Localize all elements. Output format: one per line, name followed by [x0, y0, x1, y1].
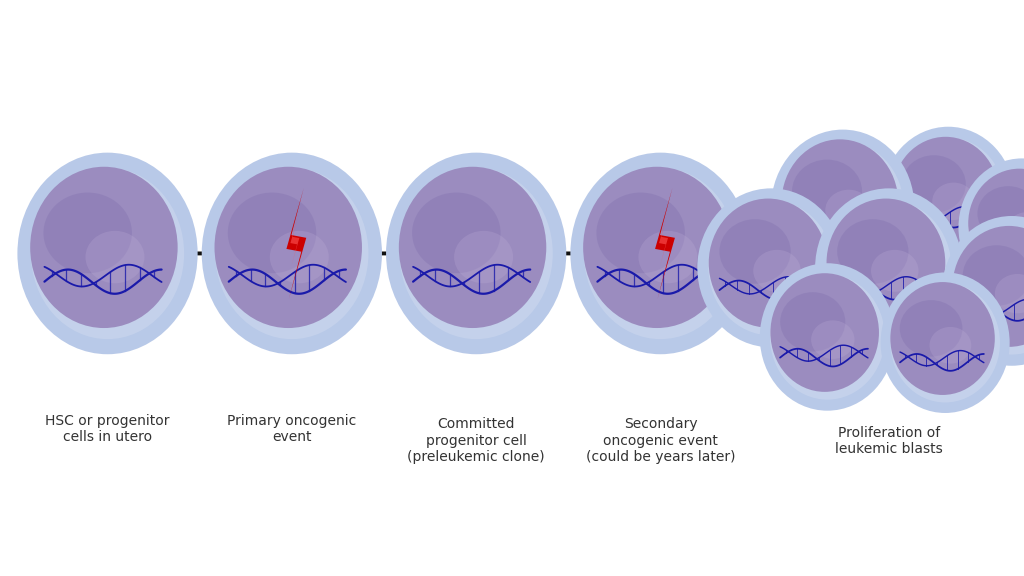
- Ellipse shape: [399, 168, 553, 339]
- Ellipse shape: [780, 292, 846, 351]
- Text: Committed
progenitor cell
(preleukemic clone): Committed progenitor cell (preleukemic c…: [408, 418, 545, 464]
- Ellipse shape: [902, 155, 966, 213]
- Ellipse shape: [968, 169, 1024, 286]
- Ellipse shape: [17, 153, 198, 354]
- Ellipse shape: [583, 167, 730, 328]
- Ellipse shape: [43, 192, 132, 273]
- Ellipse shape: [838, 219, 908, 284]
- Ellipse shape: [214, 167, 361, 328]
- Text: HSC or progenitor
cells in utero: HSC or progenitor cells in utero: [45, 414, 170, 444]
- Ellipse shape: [942, 216, 1024, 366]
- Ellipse shape: [1007, 212, 1024, 248]
- Ellipse shape: [771, 130, 914, 285]
- Ellipse shape: [952, 227, 1024, 354]
- Ellipse shape: [969, 169, 1024, 278]
- Ellipse shape: [215, 168, 369, 339]
- Text: Primary oncogenic
event: Primary oncogenic event: [227, 414, 356, 444]
- Ellipse shape: [892, 137, 998, 252]
- Ellipse shape: [890, 282, 994, 395]
- Ellipse shape: [412, 192, 501, 273]
- Ellipse shape: [454, 231, 513, 283]
- Ellipse shape: [963, 245, 1024, 306]
- Ellipse shape: [596, 192, 685, 273]
- Ellipse shape: [85, 231, 144, 283]
- Ellipse shape: [882, 127, 1015, 271]
- Ellipse shape: [978, 186, 1024, 241]
- Ellipse shape: [995, 274, 1024, 313]
- Ellipse shape: [932, 183, 975, 220]
- Ellipse shape: [826, 199, 945, 328]
- Text: Proliferation of
leukemic blasts: Proliferation of leukemic blasts: [835, 426, 943, 456]
- Ellipse shape: [697, 188, 845, 347]
- Ellipse shape: [825, 190, 872, 231]
- Ellipse shape: [754, 250, 801, 292]
- Polygon shape: [655, 188, 675, 299]
- Ellipse shape: [770, 274, 885, 400]
- Ellipse shape: [202, 153, 382, 354]
- Ellipse shape: [952, 226, 1024, 347]
- Ellipse shape: [386, 153, 566, 354]
- Ellipse shape: [871, 250, 919, 292]
- Ellipse shape: [31, 168, 184, 339]
- Polygon shape: [287, 188, 306, 299]
- Ellipse shape: [826, 200, 951, 335]
- Ellipse shape: [30, 167, 177, 328]
- Ellipse shape: [720, 219, 791, 284]
- Ellipse shape: [881, 272, 1010, 413]
- Ellipse shape: [958, 158, 1024, 297]
- Ellipse shape: [570, 153, 751, 354]
- Ellipse shape: [760, 263, 895, 411]
- Ellipse shape: [709, 200, 834, 335]
- Ellipse shape: [398, 167, 546, 328]
- Polygon shape: [291, 215, 299, 266]
- Ellipse shape: [770, 273, 879, 392]
- Ellipse shape: [900, 300, 963, 357]
- Ellipse shape: [815, 188, 963, 347]
- Ellipse shape: [638, 231, 697, 283]
- Ellipse shape: [227, 192, 316, 273]
- Ellipse shape: [811, 320, 855, 359]
- Ellipse shape: [584, 168, 737, 339]
- Ellipse shape: [890, 283, 1000, 403]
- Polygon shape: [659, 215, 668, 266]
- Ellipse shape: [709, 199, 827, 328]
- Ellipse shape: [792, 160, 862, 223]
- Ellipse shape: [781, 139, 898, 266]
- Text: Secondary
oncogenic event
(could be years later): Secondary oncogenic event (could be year…: [586, 418, 735, 464]
- Ellipse shape: [782, 141, 903, 274]
- Ellipse shape: [892, 138, 1005, 260]
- Ellipse shape: [269, 231, 329, 283]
- Ellipse shape: [930, 327, 972, 363]
